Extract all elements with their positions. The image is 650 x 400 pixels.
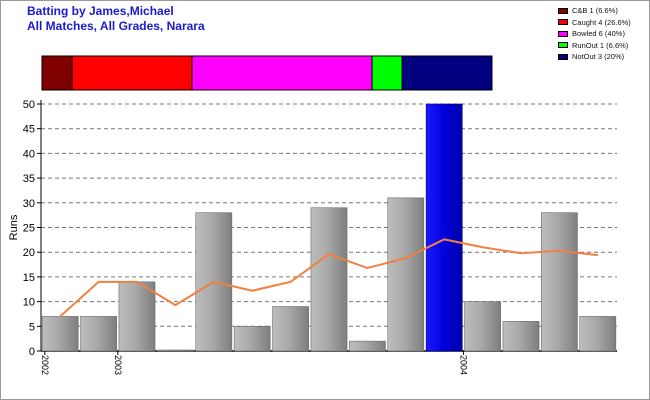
legend-item: Bowled 6 (40%) (558, 28, 631, 40)
dismissal-segment-bowled (191, 55, 373, 91)
legend-item: RunOut 1 (6.6%) (558, 40, 631, 52)
legend-label: RunOut 1 (6.6%) (572, 40, 629, 50)
y-tick-label: 0 (29, 346, 35, 358)
chart-subtitle: All Matches, All Grades, Narara (27, 19, 205, 33)
dismissal-segment-caught (71, 55, 193, 91)
y-tick-label: 5 (29, 321, 35, 333)
y-tick-label: 45 (23, 124, 35, 136)
innings-bar (579, 316, 617, 352)
innings-bar (464, 301, 501, 352)
legend-swatch (558, 42, 568, 49)
legend-label: C&B 1 (6.6%) (572, 6, 618, 16)
innings-bar (41, 316, 79, 352)
innings-bar (233, 325, 271, 352)
x-year-label: 2004 (458, 355, 468, 375)
y-tick-label: 20 (23, 247, 35, 259)
y-tick-label: 10 (23, 297, 35, 309)
innings-bar (157, 349, 194, 352)
legend-item: C&B 1 (6.6%) (558, 5, 631, 17)
legend-swatch (558, 53, 568, 60)
y-tick-label: 15 (23, 272, 35, 284)
legend: C&B 1 (6.6%) Caught 4 (26.6%) Bowled 6 (40… (558, 5, 631, 63)
legend-label: NotOut 3 (20%) (572, 52, 625, 62)
innings-bar (118, 281, 156, 352)
average-line (59, 238, 598, 318)
legend-item: NotOut 3 (20%) (558, 51, 631, 63)
x-year-label: 2002 (40, 355, 50, 375)
y-axis-label: Runs (8, 214, 20, 240)
y-tick-label: 30 (23, 198, 35, 210)
innings-bar (387, 197, 425, 352)
y-tick-label: 50 (23, 99, 35, 111)
legend-swatch (558, 19, 568, 26)
innings-bar (80, 316, 117, 352)
innings-bar (502, 321, 540, 352)
chart-title: Batting by James,Michael (27, 4, 174, 18)
legend-label: Caught 4 (26.6%) (572, 17, 631, 27)
innings-bar (310, 207, 348, 352)
innings-bar (541, 212, 578, 352)
innings-bar-not-out (425, 103, 463, 352)
dismissal-segment-notout (401, 55, 493, 91)
innings-bar (272, 306, 309, 352)
legend-item: Caught 4 (26.6%) (558, 17, 631, 29)
dismissal-segment-runout (371, 55, 403, 91)
y-tick-label: 25 (23, 223, 35, 235)
legend-label: Bowled 6 (40%) (572, 29, 625, 39)
dismissal-segment-cb (41, 55, 73, 91)
legend-swatch (558, 7, 568, 14)
x-year-label: 2003 (113, 355, 123, 375)
y-tick-label: 35 (23, 173, 35, 185)
legend-swatch (558, 30, 568, 37)
y-tick-label: 40 (23, 148, 35, 160)
innings-bar (349, 340, 386, 352)
